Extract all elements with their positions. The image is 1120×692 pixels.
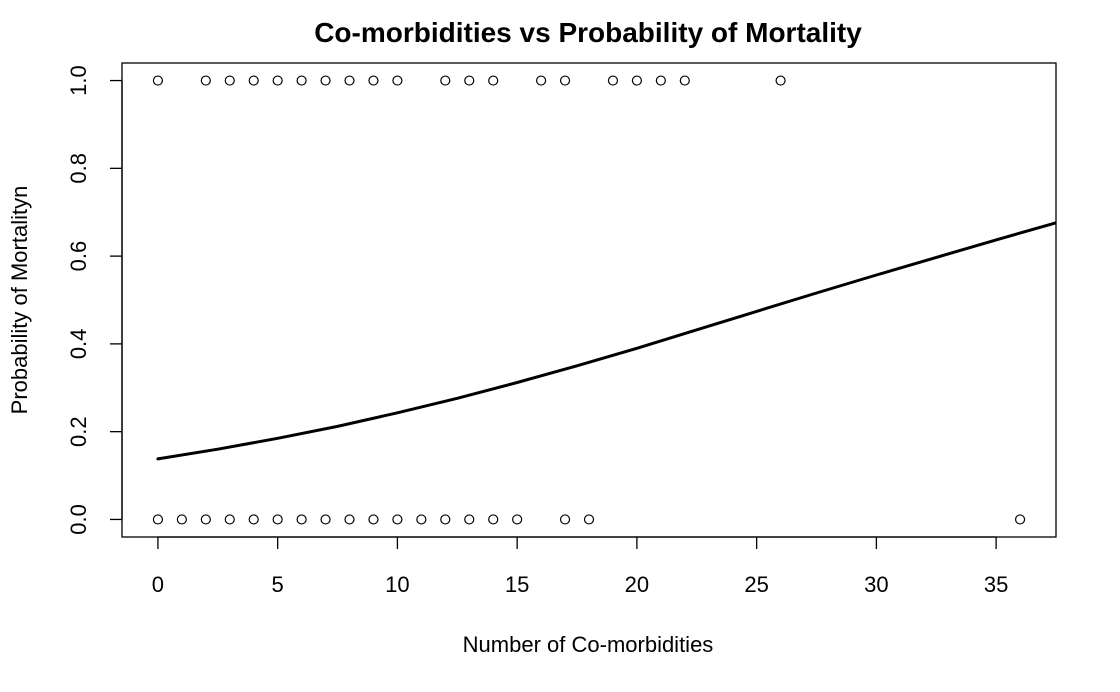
data-point [296,75,307,86]
data-point [464,75,475,86]
y-tick-label: 0.2 [66,416,91,447]
x-tick-label: 25 [744,572,768,597]
y-axis-label: Probability of Mortalityn [7,186,32,415]
data-point [320,75,331,86]
y-axis: 0.0 0.2 0.4 0.6 0.8 1.0 [66,65,123,535]
x-tick-label: 10 [385,572,409,597]
y-tick-label: 0.4 [66,329,91,360]
data-point [607,75,619,86]
plot-frame [121,62,1057,538]
data-point [248,514,259,525]
x-tick-label: 0 [152,572,164,597]
data-point [464,514,475,525]
x-tick-label: 30 [864,572,888,597]
fitted-curve-line [156,221,1056,461]
data-point [440,75,451,86]
y-tick-label: 0.8 [66,153,91,184]
data-point [559,514,571,525]
data-point [655,75,666,86]
data-point [583,514,595,525]
data-point [272,514,283,525]
data-point [368,75,379,86]
data-point [200,514,211,525]
data-point [536,75,547,86]
data-point [559,75,571,86]
curve-layer [156,221,1056,461]
data-point [1014,514,1026,525]
y-tick-label: 1.0 [66,65,91,96]
data-point [631,75,642,86]
data-point [488,75,499,86]
data-point [416,514,427,525]
y-tick-label: 0.0 [66,504,91,535]
data-point [176,514,187,525]
data-point [775,75,786,86]
data-point [344,514,355,525]
points-layer [152,75,1026,525]
chart-title: Co-morbidities vs Probability of Mortali… [314,17,862,48]
data-point [392,514,403,525]
data-point [272,75,283,86]
x-axis-label: Number of Co-morbidities [463,632,714,657]
data-point [152,514,164,525]
data-point [224,514,235,525]
x-tick-label: 20 [625,572,649,597]
x-tick-label: 15 [505,572,529,597]
data-point [344,75,355,86]
data-point [200,75,211,86]
data-point [248,75,259,86]
data-point [488,514,499,525]
data-point [152,75,164,86]
data-point [368,514,379,525]
x-axis: 0 5 10 15 20 25 30 35 [152,536,1008,597]
x-tick-label: 5 [272,572,284,597]
x-tick-label: 35 [984,572,1008,597]
data-point [440,514,451,525]
y-tick-label: 0.6 [66,241,91,272]
data-point [320,514,331,525]
data-point [296,514,307,525]
data-point [392,75,403,86]
data-point [512,514,523,525]
data-point [224,75,235,86]
data-point [679,75,690,86]
